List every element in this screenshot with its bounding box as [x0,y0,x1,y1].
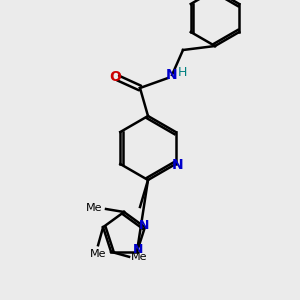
Text: N: N [172,158,184,172]
Text: H: H [177,67,187,80]
Text: Me: Me [90,249,106,259]
Text: N: N [133,243,143,256]
Text: Me: Me [85,203,102,213]
Text: O: O [109,70,121,84]
Text: N: N [166,68,178,82]
Text: Me: Me [131,252,148,262]
Text: N: N [139,219,149,232]
